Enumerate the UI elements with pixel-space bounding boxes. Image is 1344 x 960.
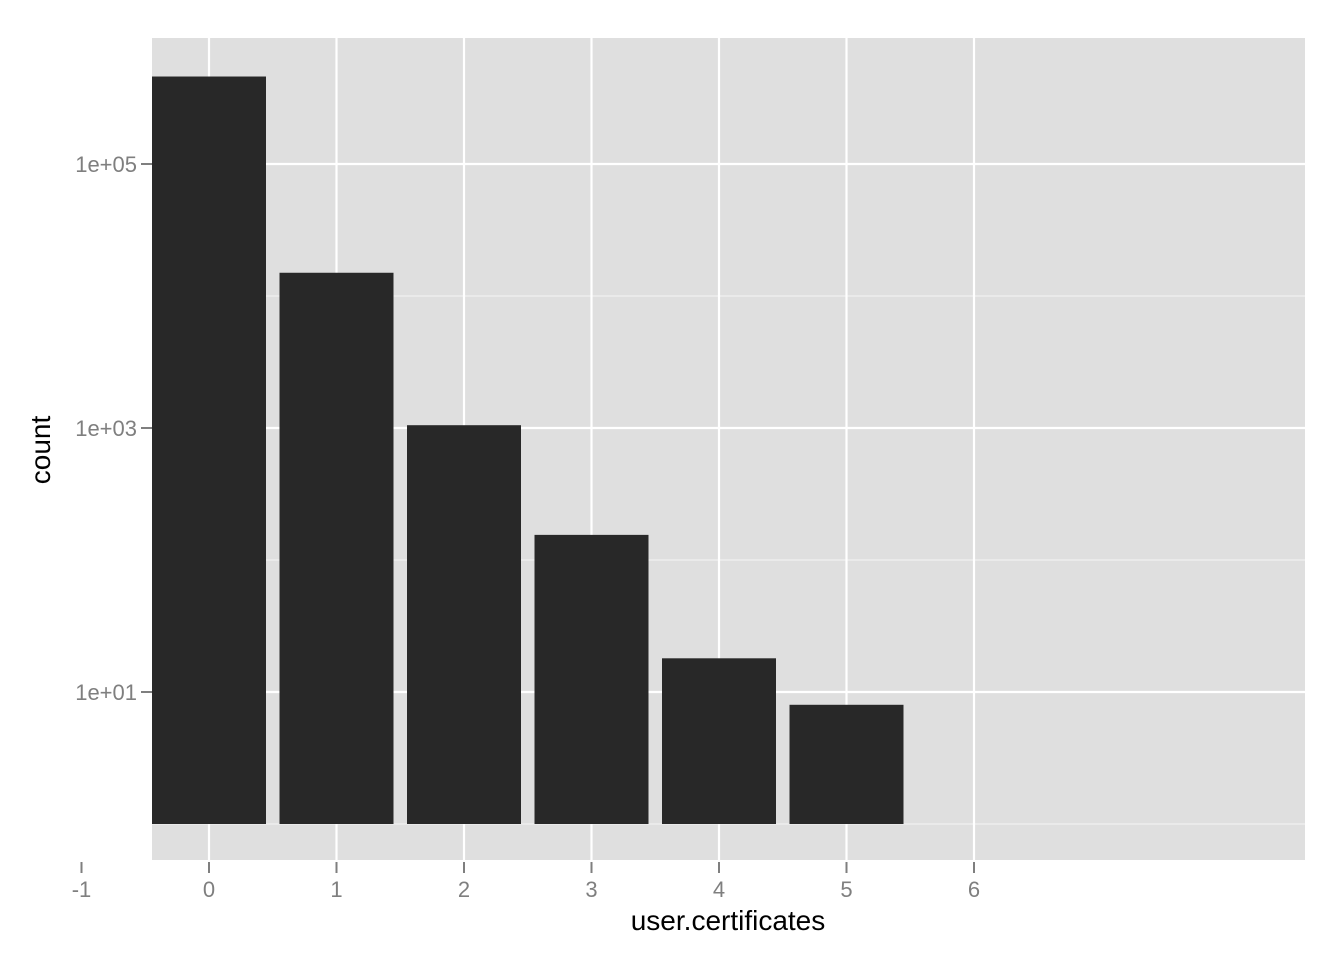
bar-2	[407, 425, 521, 824]
x-tick-label: 3	[585, 877, 597, 902]
y-tick-label: 1e+03	[75, 416, 137, 441]
bar-5	[789, 704, 904, 824]
y-axis-title: count	[25, 416, 56, 485]
x-tick-label: 2	[458, 877, 470, 902]
y-tick-label: 1e+01	[75, 680, 137, 705]
x-axis-title: user.certificates	[631, 905, 826, 936]
x-axis-ticks: -1 0 1 2 3 4 5 6	[72, 862, 980, 902]
bar-0	[152, 76, 266, 824]
x-tick-label: 5	[840, 877, 852, 902]
x-tick-label: 0	[203, 877, 215, 902]
x-tick-label: 1	[330, 877, 342, 902]
bars	[152, 76, 904, 824]
x-tick-label: -1	[72, 877, 92, 902]
x-tick-label: 6	[968, 877, 980, 902]
y-tick-label: 1e+05	[75, 152, 137, 177]
bar-4	[662, 658, 776, 824]
bar-3	[534, 534, 649, 824]
x-tick-label: 4	[713, 877, 725, 902]
bar-1	[279, 272, 394, 824]
y-axis-ticks: 1e+01 1e+03 1e+05	[75, 152, 152, 705]
